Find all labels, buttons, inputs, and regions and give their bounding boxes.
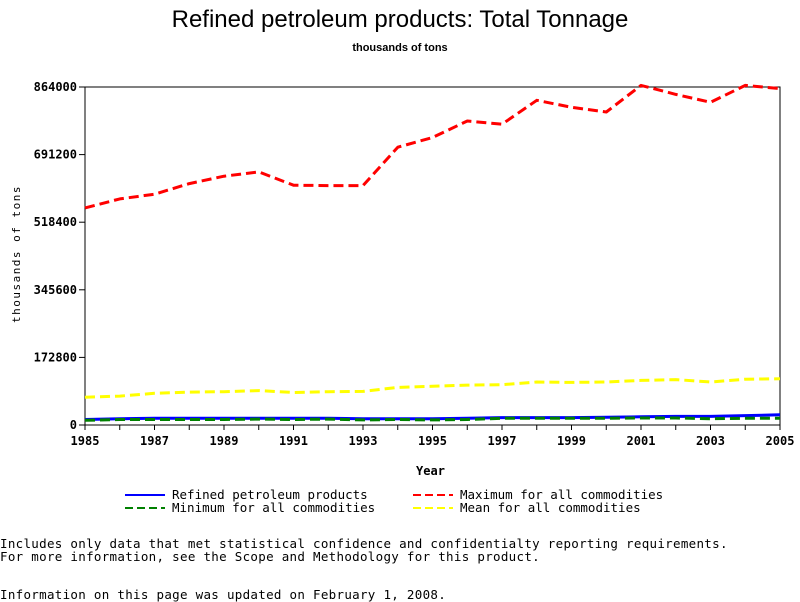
footnote-methodology: For more information, see the Scope and … bbox=[0, 549, 540, 564]
legend-label: Refined petroleum products bbox=[172, 487, 368, 502]
x-axis-label: Year bbox=[416, 464, 445, 478]
x-tick-label: 1999 bbox=[557, 434, 586, 448]
x-tick-label: 2001 bbox=[627, 434, 656, 448]
plot-frame bbox=[84, 86, 781, 426]
legend-label: Mean for all commodities bbox=[460, 500, 641, 515]
x-tick-label: 1993 bbox=[349, 434, 378, 448]
series-line-mean-for-all-commodities bbox=[84, 377, 781, 399]
x-tick-label: 2003 bbox=[696, 434, 725, 448]
footnote-confidence: Includes only data that met statistical … bbox=[0, 536, 728, 551]
x-tick-label: 1997 bbox=[488, 434, 517, 448]
x-tick-label: 1985 bbox=[71, 434, 100, 448]
x-tick-label: 1995 bbox=[418, 434, 447, 448]
x-tick-label: 1989 bbox=[210, 434, 239, 448]
chart-subtitle: thousands of tons bbox=[352, 42, 448, 54]
y-tick-label: 0 bbox=[70, 418, 77, 432]
y-tick-label: 518400 bbox=[34, 215, 77, 229]
line-chart: 0 172800 345600 518400 691200 864000 1985 1987 1… bbox=[10, 80, 795, 515]
legend-label: Minimum for all commodities bbox=[172, 500, 375, 515]
x-tick-label: 2005 bbox=[766, 434, 795, 448]
x-tick-label: 1987 bbox=[140, 434, 169, 448]
y-tick-label: 691200 bbox=[34, 148, 77, 162]
x-tick-label: 1991 bbox=[279, 434, 308, 448]
series-line-maximum-for-all-commodities bbox=[84, 83, 781, 210]
y-tick-label: 172800 bbox=[34, 350, 77, 364]
series-line-minimum-for-all-commodities bbox=[84, 416, 780, 422]
y-tick-label: 864000 bbox=[34, 80, 77, 94]
y-axis-label: thousands of tons bbox=[10, 185, 23, 323]
legend-label: Maximum for all commodities bbox=[460, 487, 663, 502]
footnote-updated: Information on this page was updated on … bbox=[0, 587, 447, 602]
chart-title: Refined petroleum products: Total Tonnag… bbox=[171, 6, 629, 33]
y-tick-label: 345600 bbox=[34, 283, 77, 297]
